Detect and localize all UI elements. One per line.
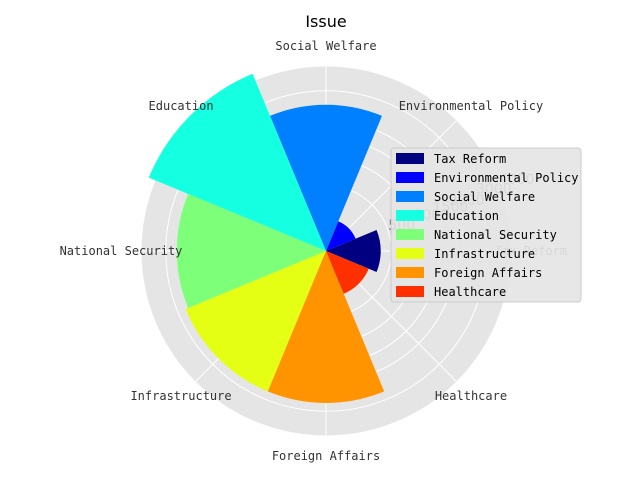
legend-swatch bbox=[396, 210, 424, 221]
bar-environmental-policy bbox=[326, 221, 356, 251]
legend-label: Social Welfare bbox=[434, 190, 535, 204]
bar-infrastructure bbox=[185, 251, 326, 392]
legend-label: Environmental Policy bbox=[434, 171, 579, 185]
category-label: Healthcare bbox=[435, 389, 507, 403]
bar-tax-reform bbox=[326, 230, 381, 272]
category-label: Education bbox=[149, 99, 214, 113]
category-label: National Security bbox=[60, 244, 183, 258]
legend-swatch bbox=[396, 248, 424, 259]
legend-label: Healthcare bbox=[434, 285, 506, 299]
legend-swatch bbox=[396, 172, 424, 183]
legend: Tax Reform Environmental Policy Social Wel… bbox=[390, 147, 582, 303]
category-label: Foreign Affairs bbox=[272, 449, 380, 463]
legend-box bbox=[390, 147, 582, 303]
bar-education bbox=[148, 73, 326, 251]
chart-title: Issue bbox=[305, 12, 346, 31]
bar-foreign-affairs bbox=[267, 251, 385, 403]
legend-swatch bbox=[396, 229, 424, 240]
category-label: Environmental Policy bbox=[399, 99, 544, 113]
category-label: Infrastructure bbox=[130, 389, 231, 403]
legend-label: Foreign Affairs bbox=[434, 266, 542, 280]
legend-swatch bbox=[396, 286, 424, 297]
legend-label: Tax Reform bbox=[434, 152, 506, 166]
category-label: Social Welfare bbox=[275, 39, 376, 53]
legend-swatch bbox=[396, 153, 424, 164]
legend-label: National Security bbox=[434, 228, 557, 242]
legend-label: Infrastructure bbox=[434, 247, 535, 261]
legend-swatch bbox=[396, 267, 424, 278]
bar-national-security bbox=[176, 193, 326, 309]
legend-swatch bbox=[396, 191, 424, 202]
bar-social-welfare bbox=[270, 104, 382, 252]
bar-healthcare bbox=[326, 251, 369, 294]
legend-label: Education bbox=[434, 209, 499, 223]
